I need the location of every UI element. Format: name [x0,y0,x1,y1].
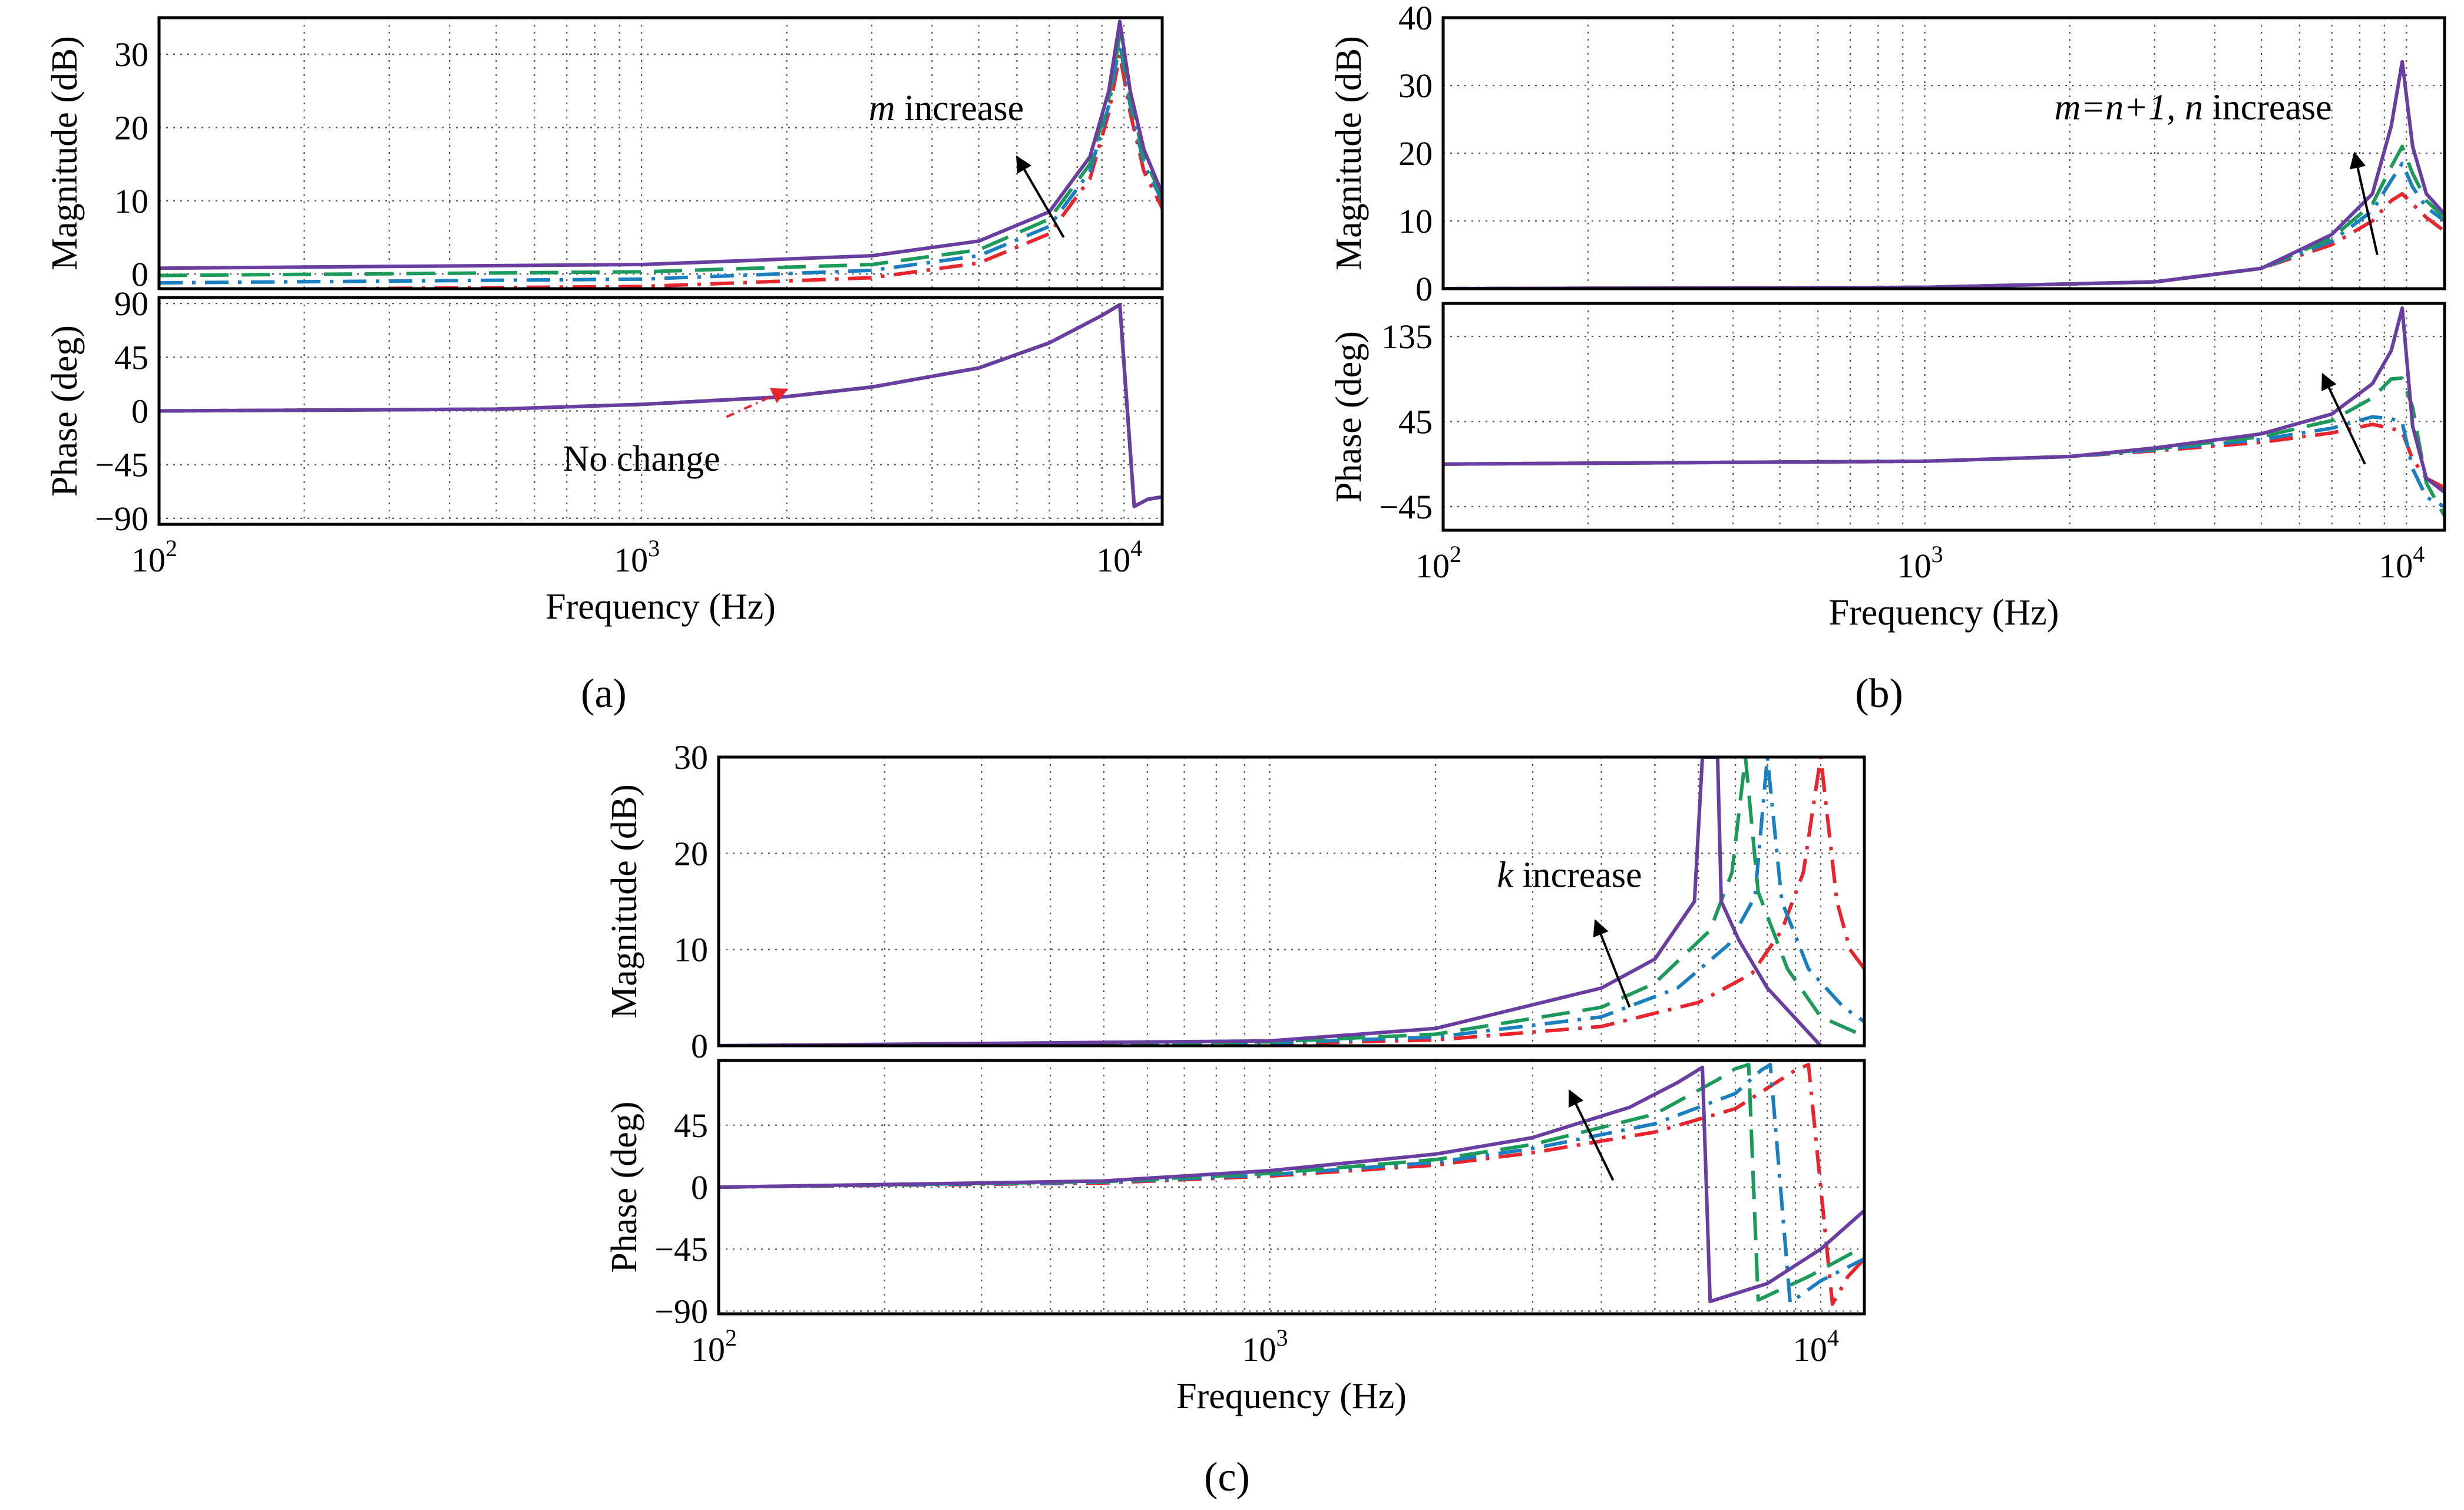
series-curve-1 [1443,192,2445,289]
y-axis-label: Magnitude (dB) [604,784,644,1019]
annotation-arrow [2349,151,2379,255]
series-curve-4 [719,757,1823,1046]
series-curve-2 [719,757,1864,1046]
y-tick-label: 135 [1381,318,1433,356]
x-tick-label: 103 [1242,1324,1288,1369]
y-axis-label: Magnitude (dB) [45,36,85,270]
panel-label-b: (b) [1855,671,1903,716]
series-curve-1 [719,757,1864,1046]
plot-frame [717,755,1866,1048]
series-curve-1 [159,52,1162,289]
chart-b-phase: −45 45 135 Phase (deg) 102 103 104 Frequency (H… [1329,302,2446,633]
y-tick-label: 0 [1415,270,1433,308]
y-tick-label: 10 [1398,202,1433,240]
y-tick-label: 45 [1398,403,1433,441]
y-tick-label: 45 [114,338,148,376]
y-tick-label: −90 [95,500,148,538]
x-axis-label: Frequency (Hz) [1176,1376,1407,1416]
y-tick-label: 30 [1398,67,1433,105]
annotation-text: m=n+1, n increase [2055,88,2332,128]
annotation-arrow [726,388,789,418]
plot-area [719,757,1864,1046]
y-tick-label: −45 [95,446,148,484]
plot-frame [1441,16,2446,290]
chart-c-mag: 0 10 20 30 Magnitude (dB) k increase [604,738,1866,1065]
y-tick-label: 20 [1398,134,1433,173]
y-axis-label: Phase (deg) [1329,331,1369,503]
y-tick-label: −90 [654,1292,708,1330]
x-tick-label: 102 [1415,541,1461,585]
y-tick-label: 20 [674,834,708,873]
x-tick-label: 102 [691,1324,737,1369]
x-tick-label: 104 [1096,535,1142,579]
x-tick-label: 104 [2379,541,2425,585]
y-tick-label: 10 [674,931,708,969]
panel-label-a: (a) [581,671,627,716]
chart-c-phase: −90 −45 0 45 Phase (deg) 102 103 104 Frequency (… [604,1059,1866,1416]
annotation-arrow [1568,1089,1615,1181]
annotation-text: No change [563,439,720,479]
plot-frame [157,16,1164,290]
y-tick-label: 30 [674,738,708,777]
series-curve-4 [159,303,1162,508]
series-curve-2 [159,41,1162,285]
y-tick-label: 90 [114,285,148,323]
y-tick-label: 10 [114,182,148,220]
annotation-arrow [1593,919,1631,1008]
plot-area [159,18,1162,289]
chart-a-mag: 0 10 20 30 Magnitude (dB) m increase [45,16,1164,293]
y-tick-label: 0 [691,1168,708,1207]
annotation-arrow [2321,372,2366,465]
y-tick-label: 40 [1398,0,1433,37]
y-tick-label: 0 [131,255,148,293]
x-axis-label: Frequency (Hz) [545,587,776,627]
y-axis-label: Phase (deg) [604,1102,644,1273]
y-axis-label: Phase (deg) [45,325,85,497]
y-tick-label: −45 [654,1230,708,1268]
y-tick-label: 45 [674,1106,708,1145]
series-curve-4 [1443,306,2445,494]
x-axis-label: Frequency (Hz) [1829,593,2059,633]
y-tick-label: −45 [1379,488,1433,526]
plot-frame [717,1059,1866,1316]
y-axis-label: Magnitude (dB) [1329,36,1369,270]
series-curve-4 [159,19,1162,270]
x-tick-label: 103 [614,535,660,579]
series-curve-4 [719,1065,1864,1303]
plot-area [1443,303,2445,530]
y-tick-label: 0 [691,1027,708,1065]
y-tick-label: 30 [114,35,148,74]
annotation-arrow [1016,155,1065,238]
y-tick-label: 0 [131,392,148,431]
y-tick-label: 20 [114,108,148,147]
x-tick-label: 103 [1897,541,1943,585]
series-curve-4 [1443,60,2445,289]
series-curve-2 [719,1063,1864,1305]
plot-frame [157,296,1164,526]
x-tick-label: 104 [1793,1324,1839,1369]
chart-b-mag: 0 10 20 30 40 Magnitude (dB) m=n+1, n increase [1329,0,2446,308]
plot-frame [1441,302,2446,532]
annotation-text: k increase [1497,855,1642,896]
panel-label-c: (c) [1204,1455,1250,1500]
series-curve-3 [719,1063,1864,1302]
annotation-text: m increase [869,88,1024,128]
chart-a-phase: −90 −45 0 45 90 Phase (deg) 102 103 104 Frequency… [45,285,1164,627]
x-tick-label: 102 [131,535,177,579]
